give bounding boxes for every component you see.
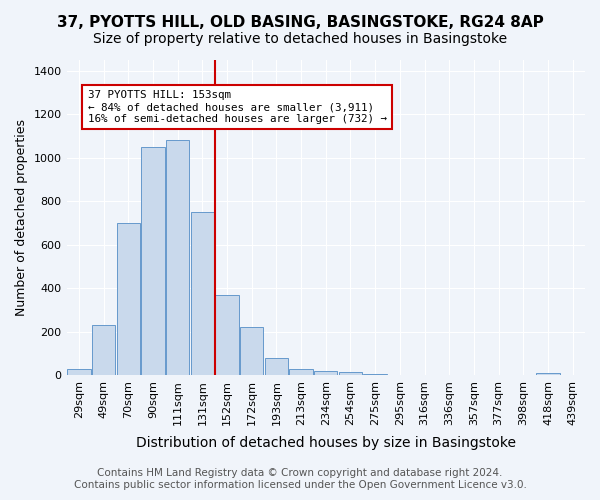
Bar xyxy=(92,325,115,375)
Text: 37, PYOTTS HILL, OLD BASING, BASINGSTOKE, RG24 8AP: 37, PYOTTS HILL, OLD BASING, BASINGSTOKE… xyxy=(56,15,544,30)
Text: Size of property relative to detached houses in Basingstoke: Size of property relative to detached ho… xyxy=(93,32,507,46)
Bar xyxy=(265,358,288,375)
Bar xyxy=(339,372,362,375)
Bar xyxy=(67,368,91,375)
Bar xyxy=(240,327,263,375)
Y-axis label: Number of detached properties: Number of detached properties xyxy=(15,119,28,316)
Bar xyxy=(289,369,313,375)
X-axis label: Distribution of detached houses by size in Basingstoke: Distribution of detached houses by size … xyxy=(136,436,516,450)
Bar xyxy=(166,140,190,375)
Text: 37 PYOTTS HILL: 153sqm
← 84% of detached houses are smaller (3,911)
16% of semi-: 37 PYOTTS HILL: 153sqm ← 84% of detached… xyxy=(88,90,386,124)
Text: Contains HM Land Registry data © Crown copyright and database right 2024.
Contai: Contains HM Land Registry data © Crown c… xyxy=(74,468,526,490)
Bar xyxy=(314,371,337,375)
Bar xyxy=(191,212,214,375)
Bar xyxy=(536,374,560,375)
Bar xyxy=(141,147,164,375)
Bar xyxy=(364,374,387,375)
Bar xyxy=(215,294,239,375)
Bar xyxy=(116,223,140,375)
